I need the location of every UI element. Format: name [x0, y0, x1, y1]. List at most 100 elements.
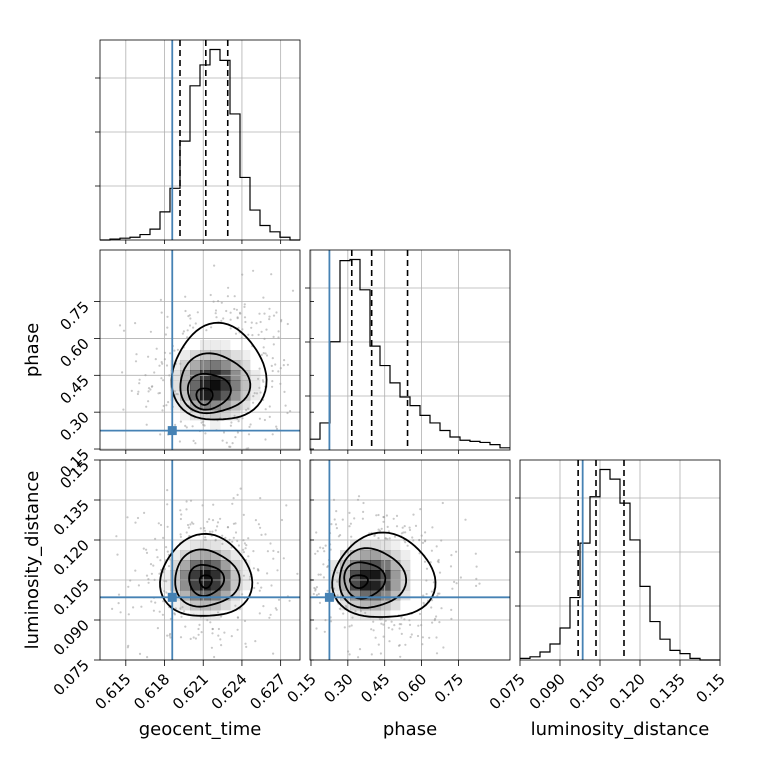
- scatter-point-luminosity-distance-vs-phase-193: [450, 617, 453, 621]
- density-cell-phase-vs-geocent-time-13-5: [230, 390, 241, 401]
- scatter-point-luminosity-distance-vs-phase-49: [475, 565, 478, 568]
- scatter-point-phase-vs-geocent-time-220: [262, 296, 265, 299]
- density-cell-luminosity-distance-vs-geocent-time-13-6: [230, 590, 241, 601]
- scatter-point-luminosity-distance-vs-geocent-time-30: [232, 536, 235, 539]
- density-cell-luminosity-distance-vs-geocent-time-9-10: [190, 550, 201, 561]
- scatter-point-phase-vs-geocent-time-177: [277, 370, 280, 373]
- scatter-point-phase-vs-geocent-time-10: [196, 311, 199, 314]
- scatter-point-phase-vs-geocent-time-154: [135, 353, 138, 356]
- scatter-point-luminosity-distance-vs-geocent-time-144: [245, 645, 248, 649]
- panel-frame-0-0: [99, 39, 301, 241]
- density-cell-luminosity-distance-vs-geocent-time-12-10: [220, 550, 231, 561]
- scatter-point-phase-vs-geocent-time-133: [186, 329, 189, 332]
- histogram-phase: [310, 258, 510, 449]
- scatter-point-phase-vs-geocent-time-218: [257, 333, 260, 336]
- scatter-point-phase-vs-geocent-time-181: [275, 427, 279, 430]
- scatter-point-luminosity-distance-vs-phase-123: [322, 547, 325, 550]
- scatter-point-luminosity-distance-vs-phase-206: [357, 495, 361, 498]
- density-cell-luminosity-distance-vs-geocent-time-11-11: [210, 540, 221, 551]
- scatter-point-luminosity-distance-vs-phase-196: [379, 652, 382, 655]
- scatter-point-luminosity-distance-vs-geocent-time-102: [210, 646, 213, 649]
- scatter-point-phase-vs-geocent-time-141: [270, 273, 273, 276]
- scatter-point-luminosity-distance-vs-geocent-time-54: [143, 511, 146, 514]
- scatter-point-luminosity-distance-vs-phase-189: [315, 593, 318, 597]
- xticklabel-phase-1: 0.30: [320, 670, 356, 706]
- scatter-point-phase-vs-geocent-time-81: [252, 401, 255, 404]
- contour-luminosity-distance-vs-geocent-time-level-1.5: [174, 548, 241, 608]
- scatter-point-luminosity-distance-vs-phase-45: [317, 592, 320, 596]
- scatter-point-luminosity-distance-vs-geocent-time-40: [166, 525, 169, 528]
- density-cell-phase-vs-geocent-time-8-6: [180, 380, 191, 391]
- scatter-point-luminosity-distance-vs-phase-134: [374, 636, 377, 639]
- scatter-point-luminosity-distance-vs-geocent-time-104: [258, 589, 261, 592]
- xticklabel-luminosity-distance-2: 0.105: [566, 670, 609, 713]
- scatter-point-luminosity-distance-vs-geocent-time-219: [146, 656, 149, 659]
- scatter-point-luminosity-distance-vs-geocent-time-227: [203, 538, 206, 542]
- scatter-point-luminosity-distance-vs-geocent-time-23: [192, 522, 195, 525]
- scatter-point-luminosity-distance-vs-phase-180: [322, 563, 325, 566]
- scatter-point-phase-vs-geocent-time-204: [243, 303, 246, 306]
- scatter-point-luminosity-distance-vs-geocent-time-41: [165, 546, 168, 549]
- scatter-point-phase-vs-geocent-time-56: [229, 424, 232, 427]
- scatter-point-luminosity-distance-vs-phase-158: [317, 573, 320, 576]
- density-cell-phase-vs-geocent-time-9-8: [190, 360, 201, 371]
- density-cell-luminosity-distance-vs-geocent-time-14-8: [240, 570, 251, 581]
- scatter-point-luminosity-distance-vs-phase-137: [341, 518, 344, 521]
- scatter-point-phase-vs-geocent-time-112: [225, 309, 228, 313]
- scatter-point-phase-vs-geocent-time-138: [263, 418, 266, 422]
- scatter-point-phase-vs-geocent-time-95: [271, 433, 274, 436]
- density-cell-luminosity-distance-vs-phase-2-8: [330, 570, 341, 581]
- scatter-point-phase-vs-geocent-time-136: [181, 332, 184, 335]
- ylabel-luminosity-distance: luminosity_distance: [22, 471, 43, 650]
- scatter-point-phase-vs-geocent-time-163: [178, 440, 181, 443]
- scatter-point-luminosity-distance-vs-phase-68: [414, 524, 418, 528]
- scatter-point-luminosity-distance-vs-phase-98: [412, 539, 415, 542]
- scatter-point-luminosity-distance-vs-geocent-time-65: [236, 616, 239, 619]
- density-cell-phase-vs-geocent-time-9-5: [190, 390, 201, 401]
- xticklabel-geocent-time-4: 0.627: [246, 670, 289, 713]
- scatter-point-luminosity-distance-vs-geocent-time-78: [166, 550, 169, 553]
- density-cell-luminosity-distance-vs-phase-2-7: [330, 580, 341, 591]
- scatter-point-luminosity-distance-vs-geocent-time-150: [152, 609, 155, 612]
- scatter-point-luminosity-distance-vs-geocent-time-205: [117, 593, 121, 596]
- scatter-point-phase-vs-geocent-time-166: [165, 364, 169, 367]
- scatter-point-phase-vs-geocent-time-137: [286, 322, 289, 326]
- scatter-point-luminosity-distance-vs-geocent-time-112: [259, 526, 262, 529]
- scatter-point-phase-vs-geocent-time-162: [227, 286, 230, 289]
- scatter-point-luminosity-distance-vs-geocent-time-44: [203, 529, 207, 532]
- xticklabel-luminosity-distance-5: 0.15: [692, 670, 728, 706]
- density-layer: [160, 340, 411, 621]
- panel-frame-1-1: [309, 249, 511, 451]
- scatter-point-luminosity-distance-vs-phase-177: [343, 626, 346, 629]
- scatter-point-luminosity-distance-vs-phase-149: [431, 621, 434, 624]
- scatter-point-luminosity-distance-vs-phase-46: [425, 567, 429, 570]
- scatter-point-luminosity-distance-vs-geocent-time-224: [277, 550, 280, 554]
- scatter-point-luminosity-distance-vs-phase-128: [408, 623, 412, 627]
- scatter-point-luminosity-distance-vs-phase-187: [359, 609, 362, 613]
- scatter-point-luminosity-distance-vs-phase-53: [336, 580, 339, 583]
- scatter-point-luminosity-distance-vs-phase-81: [326, 589, 329, 592]
- scatter-point-luminosity-distance-vs-geocent-time-10: [264, 533, 267, 536]
- scatter-point-phase-vs-geocent-time-151: [138, 378, 141, 381]
- scatter-point-phase-vs-geocent-time-172: [165, 404, 168, 407]
- scatter-point-luminosity-distance-vs-phase-85: [421, 643, 424, 646]
- scatter-point-phase-vs-geocent-time-116: [283, 390, 286, 393]
- scatter-point-phase-vs-geocent-time-164: [247, 433, 251, 436]
- density-cell-luminosity-distance-vs-phase-5-8: [360, 570, 371, 581]
- scatter-point-luminosity-distance-vs-phase-27: [420, 624, 423, 627]
- density-cell-luminosity-distance-vs-phase-5-5: [360, 600, 371, 611]
- scatter-point-phase-vs-geocent-time-18: [275, 311, 278, 314]
- scatter-point-luminosity-distance-vs-phase-150: [437, 558, 440, 562]
- scatter-point-luminosity-distance-vs-geocent-time-118: [247, 537, 250, 540]
- density-cell-phase-vs-geocent-time-10-6: [200, 380, 211, 391]
- density-cell-luminosity-distance-vs-geocent-time-11-8: [210, 570, 221, 581]
- density-cell-luminosity-distance-vs-geocent-time-9-6: [190, 590, 201, 601]
- scatter-point-luminosity-distance-vs-phase-186: [422, 594, 425, 597]
- scatter-point-phase-vs-geocent-time-118: [252, 269, 255, 272]
- scatter-point-luminosity-distance-vs-geocent-time-82: [184, 625, 187, 628]
- scatter-point-phase-vs-geocent-time-135: [134, 322, 137, 325]
- density-cell-phase-vs-geocent-time-10-9: [200, 350, 211, 361]
- scatter-point-luminosity-distance-vs-phase-52: [459, 576, 462, 579]
- scatter-point-luminosity-distance-vs-phase-18: [425, 592, 428, 596]
